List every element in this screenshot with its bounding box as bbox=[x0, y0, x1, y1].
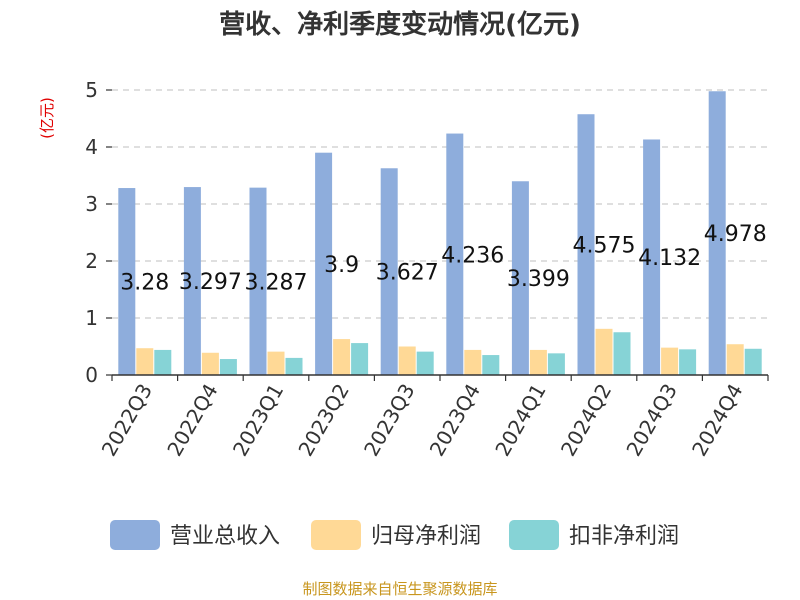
bars bbox=[118, 91, 762, 375]
legend-label: 营业总收入 bbox=[170, 524, 280, 549]
x-tick-label: 2023Q4 bbox=[425, 380, 485, 461]
x-tick-label: 2023Q1 bbox=[228, 380, 288, 461]
bar bbox=[136, 348, 154, 375]
y-tick-label: 5 bbox=[85, 78, 98, 102]
legend: 营业总收入 归母净利润 扣非净利润 bbox=[110, 520, 679, 550]
bar bbox=[577, 114, 595, 375]
bar bbox=[529, 349, 547, 375]
legend-swatch bbox=[311, 520, 361, 550]
x-tick-label: 2023Q2 bbox=[293, 380, 353, 461]
bar bbox=[661, 347, 679, 375]
bar bbox=[398, 346, 416, 375]
x-tick-label: 2023Q3 bbox=[359, 380, 419, 461]
y-axis-ticks: 0 1 2 3 4 5 bbox=[85, 78, 112, 387]
data-labels: 3.28 3.297 3.287 3.9 3.6274.2363.3994.5754.1… bbox=[120, 222, 766, 295]
bar bbox=[464, 349, 482, 375]
source-note: 制图数据来自恒生聚源数据库 bbox=[302, 580, 497, 598]
bar bbox=[416, 351, 434, 375]
bar bbox=[201, 352, 219, 375]
y-tick-label: 3 bbox=[85, 192, 98, 216]
bar bbox=[333, 339, 351, 375]
bar bbox=[643, 139, 661, 375]
bar bbox=[249, 187, 267, 375]
y-tick-label: 0 bbox=[85, 363, 98, 387]
x-tick-label: 2024Q2 bbox=[556, 380, 616, 461]
x-axis-ticks: 2022Q3 2022Q4 2023Q1 2023Q2 2023Q3 2023Q4 2024… bbox=[97, 375, 769, 461]
x-tick-label: 2022Q3 bbox=[97, 380, 157, 461]
data-label: 3.9 bbox=[324, 253, 359, 278]
legend-label: 扣非净利润 bbox=[569, 524, 679, 549]
data-label: 3.297 bbox=[179, 270, 242, 295]
data-label: 3.627 bbox=[376, 261, 439, 286]
data-label: 4.575 bbox=[573, 234, 636, 259]
bar bbox=[511, 181, 529, 375]
data-label: 4.978 bbox=[704, 222, 767, 247]
data-label: 3.287 bbox=[245, 270, 308, 295]
y-tick-label: 2 bbox=[85, 249, 98, 273]
data-label: 3.28 bbox=[120, 271, 169, 296]
bar bbox=[595, 328, 613, 375]
x-tick-label: 2024Q1 bbox=[490, 380, 550, 461]
bar bbox=[744, 348, 762, 375]
x-tick-label: 2024Q3 bbox=[621, 380, 681, 461]
legend-swatch bbox=[110, 520, 160, 550]
x-tick-label: 2024Q4 bbox=[687, 380, 747, 461]
bar bbox=[183, 187, 201, 375]
bar bbox=[118, 188, 136, 375]
data-label: 4.132 bbox=[638, 246, 701, 271]
bar bbox=[315, 152, 333, 375]
bar bbox=[446, 133, 464, 375]
bar bbox=[267, 351, 285, 375]
y-axis-unit: (亿元) bbox=[38, 97, 56, 139]
bar bbox=[285, 357, 303, 375]
bar bbox=[679, 349, 697, 375]
bar bbox=[351, 343, 369, 375]
chart-title: 营收、净利季度变动情况(亿元) bbox=[219, 9, 581, 40]
bar bbox=[482, 355, 500, 375]
y-tick-label: 1 bbox=[85, 306, 98, 330]
bar bbox=[547, 353, 565, 375]
legend-swatch bbox=[509, 520, 559, 550]
bar bbox=[726, 344, 744, 375]
y-tick-label: 4 bbox=[85, 135, 98, 159]
x-tick-label: 2022Q4 bbox=[162, 380, 222, 461]
bar bbox=[708, 91, 726, 375]
legend-label: 归母净利润 bbox=[371, 524, 481, 549]
bar bbox=[380, 168, 398, 375]
data-label: 3.399 bbox=[507, 267, 570, 292]
bar bbox=[613, 332, 631, 375]
data-label: 4.236 bbox=[441, 243, 504, 268]
bar bbox=[154, 349, 172, 375]
bar bbox=[219, 359, 237, 375]
